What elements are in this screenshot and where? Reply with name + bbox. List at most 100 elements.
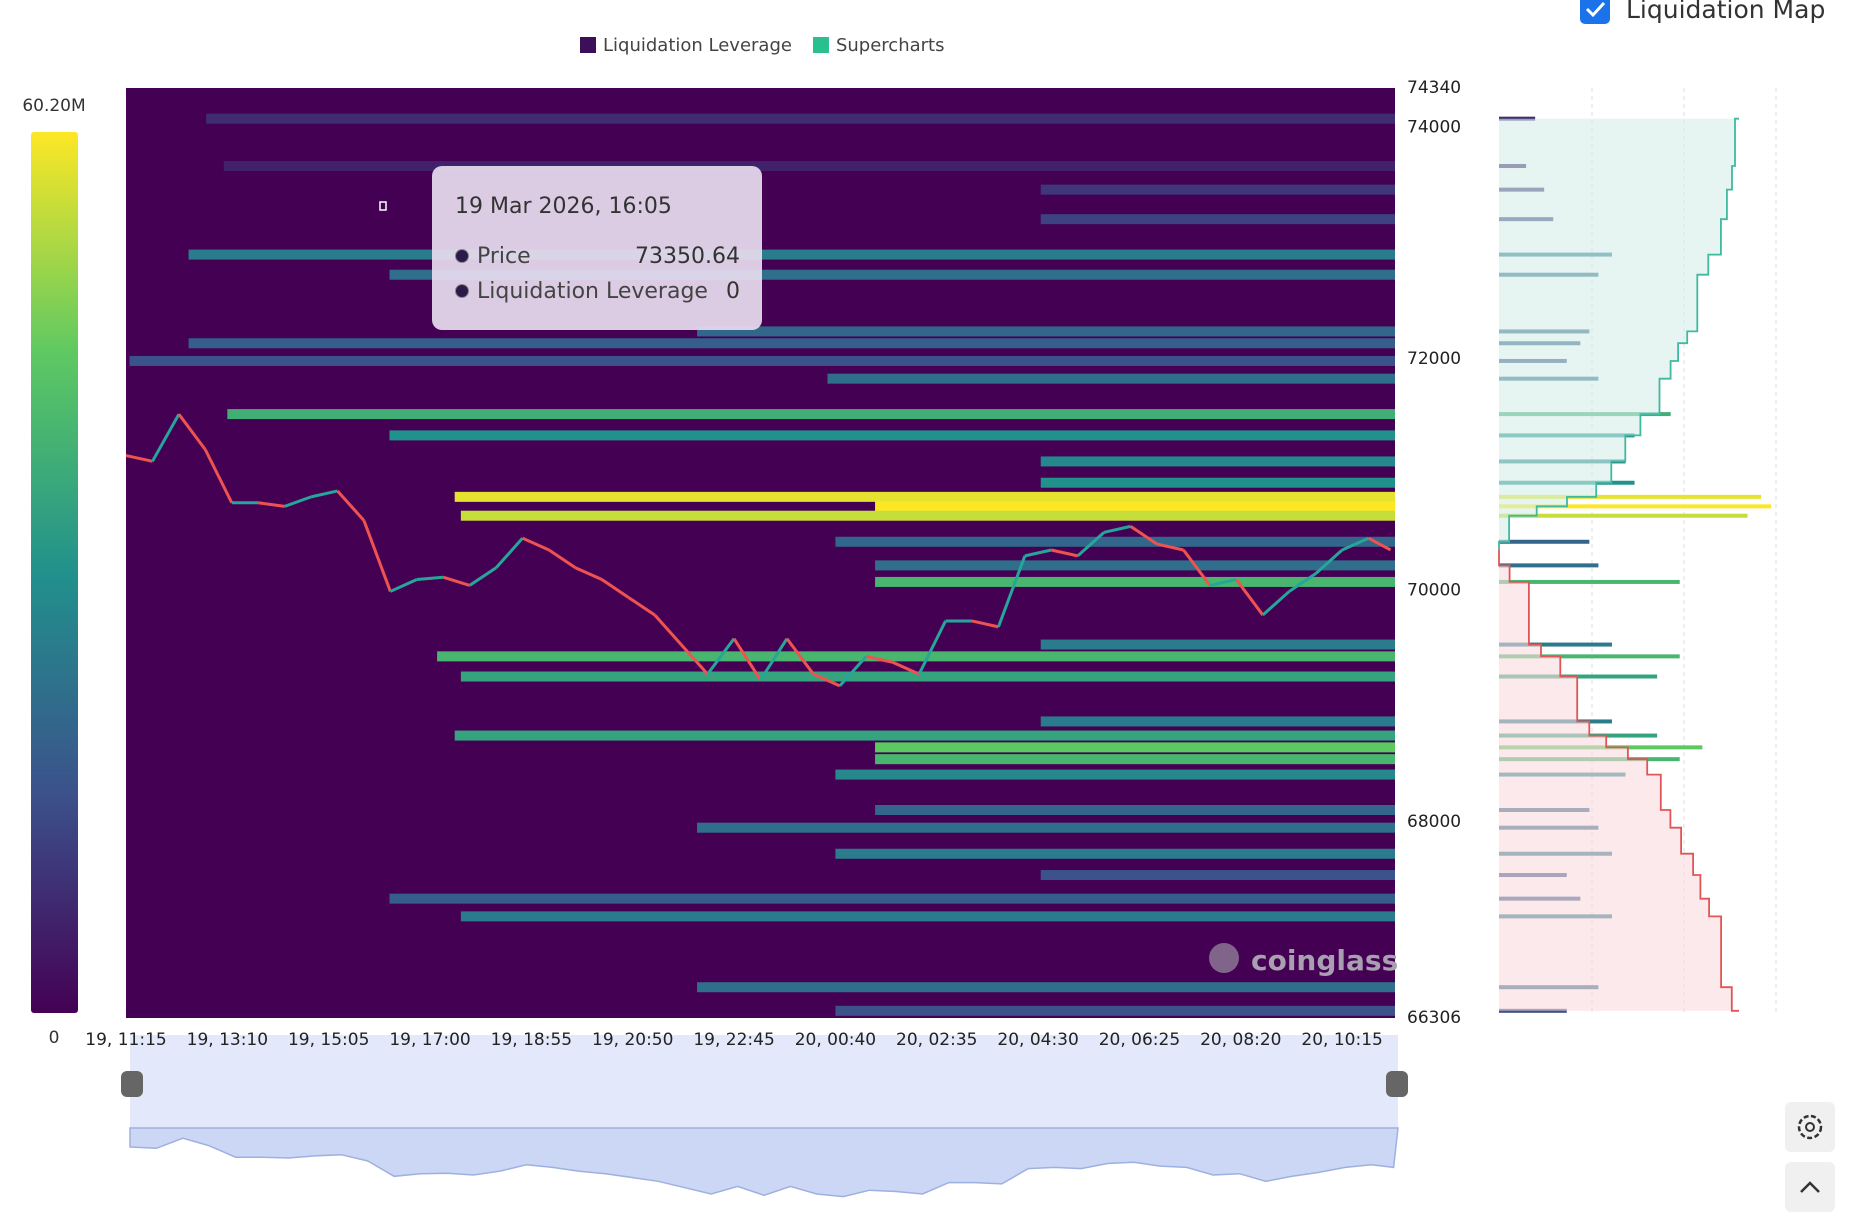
side-bar — [1499, 1008, 1567, 1013]
tooltip: 19 Mar 2026, 16:05 Price 73350.64 Liquid… — [379, 166, 762, 330]
tooltip-title: 19 Mar 2026, 16:05 — [455, 194, 672, 219]
toggle[interactable]: Liquidation Map — [1580, 0, 1825, 24]
y-tick-label: 70000 — [1407, 580, 1461, 600]
price-segment — [284, 495, 312, 508]
price-segment — [1076, 531, 1106, 558]
price-segment — [151, 413, 181, 463]
price-segment — [812, 672, 841, 688]
price-segment — [1024, 548, 1052, 558]
x-tick-label: 20, 06:25 — [1099, 1030, 1180, 1050]
price-segment — [759, 637, 789, 681]
tooltip-label: Price — [477, 244, 531, 269]
side-bar — [1499, 563, 1599, 568]
price-segment — [917, 620, 947, 675]
x-tick-label: 19, 18:55 — [491, 1030, 572, 1050]
side-bar — [1499, 494, 1762, 499]
legend-swatch — [580, 37, 596, 53]
price-segment — [680, 643, 709, 676]
long-cumulative-line — [1498, 550, 1739, 1012]
heatmap-band — [875, 576, 1395, 587]
price-segment — [971, 619, 999, 629]
x-tick-label: 19, 11:15 — [85, 1030, 166, 1050]
y-tick-label: 72000 — [1407, 349, 1461, 369]
heatmap-band — [875, 742, 1395, 753]
price-segment — [1341, 536, 1370, 552]
price-segment — [865, 654, 894, 664]
price-segment — [732, 637, 762, 681]
y-tick-label: 74000 — [1407, 117, 1461, 137]
legend-label: Liquidation Leverage — [603, 35, 792, 56]
tooltip-value: 73350.64 — [635, 244, 740, 269]
heatmap-band — [697, 822, 1395, 833]
heatmap-band — [454, 491, 1395, 502]
colorbar-label: 60.20M — [22, 96, 85, 116]
heatmap-band — [437, 651, 1395, 662]
heatmap-band — [1040, 716, 1395, 727]
heatmap-band — [835, 769, 1395, 780]
navigator-handle[interactable] — [121, 1071, 143, 1097]
long-cumulative-area — [1499, 550, 1739, 1011]
price-segment — [468, 566, 497, 587]
legend-label: Supercharts — [836, 35, 945, 56]
heatmap-band — [697, 326, 1395, 337]
price-segment — [442, 575, 471, 587]
x-tick-label: 20, 08:20 — [1200, 1030, 1281, 1050]
x-tick-label: 19, 17:00 — [389, 1030, 470, 1050]
heatmap-band — [835, 1005, 1395, 1016]
heatmap-band — [1040, 870, 1395, 881]
navigator-handle[interactable] — [1386, 1071, 1408, 1097]
scroll-top-button[interactable] — [1785, 1162, 1835, 1212]
heatmap-band — [227, 409, 1395, 420]
side-bar — [1499, 642, 1612, 647]
price-segment — [1103, 524, 1131, 534]
x-tick-label: 20, 10:15 — [1301, 1030, 1382, 1050]
price-segment — [1235, 578, 1265, 616]
heatmap-band — [835, 848, 1395, 859]
price-segment — [627, 596, 656, 617]
side-bar — [1499, 579, 1680, 584]
x-tick-label: 20, 00:40 — [795, 1030, 876, 1050]
price-segment — [892, 660, 920, 676]
x-tick-label: 20, 02:35 — [896, 1030, 977, 1050]
price-segment — [653, 614, 683, 646]
heatmap-band — [875, 804, 1395, 815]
heatmap-band — [1040, 477, 1395, 488]
x-tick-label: 19, 22:45 — [693, 1030, 774, 1050]
heatmap-band — [460, 671, 1395, 682]
price-segment — [126, 454, 153, 463]
settings-button[interactable] — [1785, 1102, 1835, 1152]
price-segment — [1367, 536, 1392, 552]
heatmap-band — [835, 536, 1395, 547]
price-segment — [574, 566, 603, 581]
toggle-label: Liquidation Map — [1626, 0, 1825, 24]
price-segment — [1129, 525, 1158, 546]
heatmap-band — [389, 430, 1395, 441]
price-segment — [785, 637, 815, 675]
heatmap-band — [460, 911, 1395, 922]
heatmap-band — [454, 730, 1395, 741]
heatmap-band — [223, 161, 1395, 172]
heatmap-band — [1040, 639, 1395, 650]
heatmap-band — [129, 355, 1395, 366]
heatmap-band — [1040, 456, 1395, 467]
navigator-price — [129, 1127, 1399, 1198]
watermark: coinglass — [1209, 943, 1398, 977]
heatmap-band — [827, 373, 1395, 384]
x-tick-label: 19, 13:10 — [187, 1030, 268, 1050]
heatmap-band — [188, 338, 1395, 349]
price-segment — [1050, 548, 1079, 558]
heatmap-band — [188, 249, 1395, 260]
price-segment — [1156, 542, 1184, 552]
price-segment — [203, 448, 234, 504]
heatmap-band — [460, 510, 1395, 521]
y-tick-label: 74340 — [1407, 78, 1461, 98]
heatmap-band — [389, 893, 1395, 904]
side-bar — [1499, 116, 1536, 121]
price-segment — [1209, 578, 1237, 587]
tooltip-label: Liquidation Leverage — [477, 279, 708, 304]
heatmap-band — [389, 269, 1395, 280]
price-segment — [997, 555, 1027, 628]
side-bar — [1499, 654, 1680, 659]
